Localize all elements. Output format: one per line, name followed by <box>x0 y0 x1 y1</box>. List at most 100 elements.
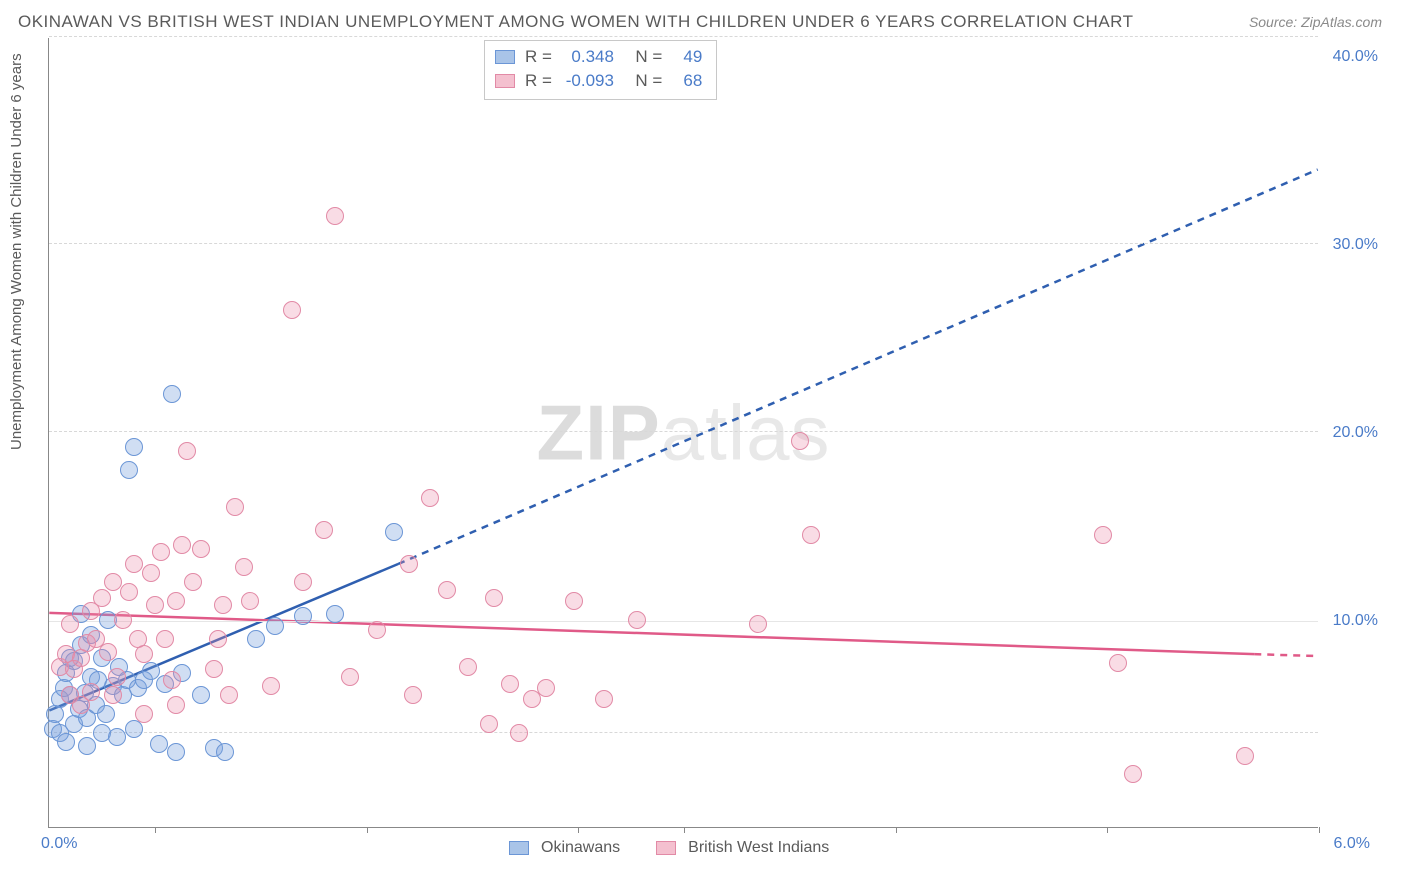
scatter-point <box>226 498 244 516</box>
scatter-point <box>173 536 191 554</box>
scatter-point <box>108 728 126 746</box>
scatter-point <box>135 645 153 663</box>
scatter-point <box>57 733 75 751</box>
scatter-point <box>82 683 100 701</box>
scatter-point <box>142 662 160 680</box>
y-tick-label: 20.0% <box>1333 424 1378 442</box>
scatter-point <box>184 573 202 591</box>
stats-swatch <box>495 50 515 64</box>
stats-row: R =-0.093 N =68 <box>495 69 702 93</box>
scatter-point <box>802 526 820 544</box>
stat-n-label: N = <box>635 45 662 69</box>
source-credit: Source: ZipAtlas.com <box>1249 14 1382 30</box>
legend-swatch <box>656 841 676 855</box>
scatter-point <box>178 442 196 460</box>
scatter-point <box>485 589 503 607</box>
gridline-dashed <box>49 36 1318 37</box>
gridline-dashed <box>49 431 1318 432</box>
scatter-point <box>167 743 185 761</box>
x-tick <box>578 827 579 833</box>
scatter-point <box>150 735 168 753</box>
watermark-zip: ZIP <box>536 388 660 476</box>
scatter-point <box>209 630 227 648</box>
x-tick <box>1319 827 1320 833</box>
scatter-point <box>146 596 164 614</box>
scatter-point <box>61 615 79 633</box>
scatter-point <box>104 573 122 591</box>
scatter-point <box>326 207 344 225</box>
scatter-point <box>247 630 265 648</box>
series-legend: Okinawans British West Indians <box>509 839 829 857</box>
scatter-point <box>163 671 181 689</box>
chart-plot-area: ZIPatlas R =0.348 N =49R =-0.093 N =68 0… <box>48 38 1318 828</box>
scatter-point <box>510 724 528 742</box>
scatter-point <box>156 630 174 648</box>
stat-r-value: 0.348 <box>558 45 614 69</box>
scatter-point <box>142 564 160 582</box>
scatter-point <box>216 743 234 761</box>
scatter-point <box>192 686 210 704</box>
scatter-point <box>459 658 477 676</box>
y-tick-label: 10.0% <box>1333 612 1378 630</box>
scatter-point <box>537 679 555 697</box>
stats-swatch <box>495 74 515 88</box>
x-tick <box>367 827 368 833</box>
scatter-point <box>262 677 280 695</box>
scatter-point <box>294 573 312 591</box>
scatter-point <box>326 605 344 623</box>
scatter-point <box>125 438 143 456</box>
scatter-point <box>78 737 96 755</box>
x-axis-origin-label: 0.0% <box>41 835 77 853</box>
scatter-point <box>385 523 403 541</box>
scatter-point <box>135 705 153 723</box>
x-tick <box>684 827 685 833</box>
y-tick-label: 30.0% <box>1333 236 1378 254</box>
scatter-point <box>120 583 138 601</box>
scatter-point <box>294 607 312 625</box>
stat-n-value: 49 <box>668 45 702 69</box>
x-tick <box>155 827 156 833</box>
legend-label: Okinawans <box>541 839 620 857</box>
scatter-point <box>480 715 498 733</box>
scatter-point <box>167 696 185 714</box>
scatter-point <box>315 521 333 539</box>
scatter-point <box>501 675 519 693</box>
stat-r-label: R = <box>525 69 552 93</box>
scatter-point <box>104 686 122 704</box>
gridline-dashed <box>49 732 1318 733</box>
stat-n-label: N = <box>635 69 662 93</box>
scatter-point <box>114 611 132 629</box>
scatter-point <box>368 621 386 639</box>
stat-r-value: -0.093 <box>558 69 614 93</box>
scatter-point <box>341 668 359 686</box>
scatter-point <box>97 705 115 723</box>
scatter-point <box>404 686 422 704</box>
scatter-point <box>523 690 541 708</box>
scatter-point <box>1124 765 1142 783</box>
bwi-trend-solid <box>49 613 1254 654</box>
scatter-point <box>108 668 126 686</box>
gridline-dashed <box>49 243 1318 244</box>
scatter-point <box>400 555 418 573</box>
okinawan-trend-dashed <box>398 170 1318 565</box>
y-axis-label: Unemployment Among Women with Children U… <box>8 53 25 450</box>
stat-r-label: R = <box>525 45 552 69</box>
scatter-point <box>235 558 253 576</box>
scatter-point <box>152 543 170 561</box>
scatter-point <box>1236 747 1254 765</box>
scatter-point <box>438 581 456 599</box>
bwi-trend-dashed <box>1254 654 1317 656</box>
x-tick <box>896 827 897 833</box>
scatter-point <box>120 461 138 479</box>
scatter-point <box>163 385 181 403</box>
correlation-stats-box: R =0.348 N =49R =-0.093 N =68 <box>484 40 717 100</box>
legend-item: Okinawans <box>509 839 620 857</box>
scatter-point <box>167 592 185 610</box>
scatter-point <box>125 720 143 738</box>
x-axis-end-label: 6.0% <box>1334 835 1370 853</box>
legend-swatch <box>509 841 529 855</box>
legend-label: British West Indians <box>688 839 829 857</box>
scatter-point <box>266 617 284 635</box>
scatter-point <box>1109 654 1127 672</box>
scatter-point <box>214 596 232 614</box>
